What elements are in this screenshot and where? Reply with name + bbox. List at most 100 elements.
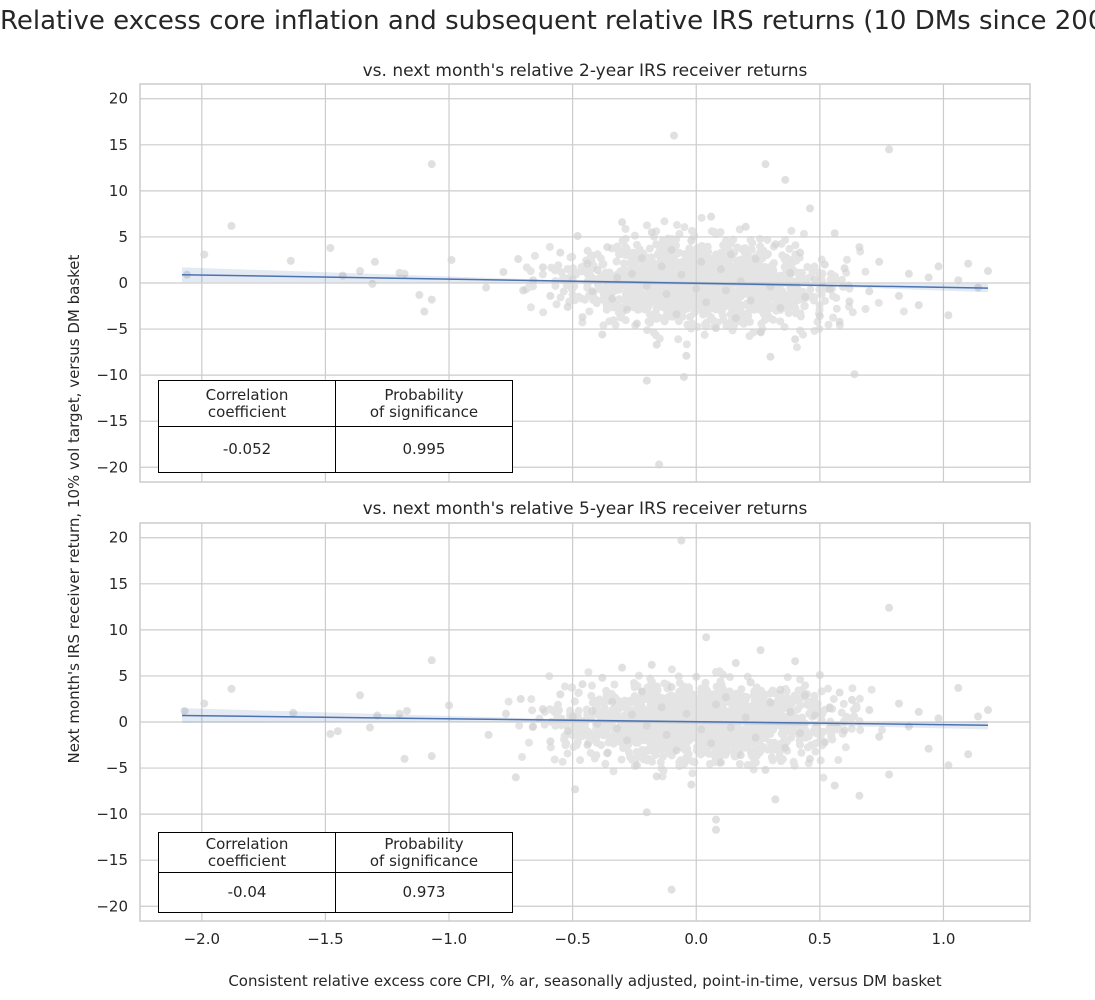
- scatter-point: [829, 695, 838, 704]
- scatter-point: [643, 326, 652, 335]
- scatter-point: [642, 808, 651, 817]
- scatter-point: [668, 270, 677, 279]
- scatter-point: [644, 317, 653, 326]
- y-tick-label: 10: [109, 621, 128, 639]
- stats-header-correlation: Correlation coefficient: [158, 380, 336, 427]
- scatter-point: [740, 262, 749, 271]
- scatter-point: [795, 295, 804, 304]
- scatter-point: [200, 699, 209, 708]
- scatter-point: [815, 324, 824, 333]
- scatter-point: [746, 265, 755, 274]
- scatter-point: [832, 293, 841, 302]
- scatter-point: [657, 703, 666, 712]
- scatter-point: [983, 706, 992, 715]
- scatter-point: [667, 296, 676, 305]
- scatter-point: [524, 738, 533, 747]
- y-tick-label: 15: [109, 575, 128, 593]
- scatter-point: [643, 683, 652, 692]
- scatter-point: [686, 716, 695, 725]
- scatter-point: [632, 725, 641, 734]
- scatter-point: [823, 684, 832, 693]
- scatter-point: [692, 284, 701, 293]
- scatter-point: [608, 294, 617, 303]
- scatter-point: [620, 259, 629, 268]
- scatter-point: [673, 698, 682, 707]
- scatter-point: [672, 235, 681, 244]
- scatter-point: [944, 311, 953, 320]
- scatter-point: [834, 756, 843, 765]
- scatter-point: [735, 305, 744, 314]
- scatter-point: [538, 270, 547, 279]
- scatter-point: [797, 748, 806, 757]
- scatter-cloud: [504, 665, 886, 782]
- regression-confidence-band: [182, 708, 988, 730]
- scatter-point: [736, 292, 745, 301]
- scatter-point: [568, 683, 577, 692]
- scatter-point: [744, 272, 753, 281]
- scatter-point: [630, 231, 639, 240]
- scatter-point: [788, 277, 797, 286]
- regression-confidence-band: [182, 267, 988, 293]
- scatter-point: [712, 700, 721, 709]
- scatter-point: [811, 747, 820, 756]
- scatter-point: [885, 603, 894, 612]
- scatter-point: [837, 275, 846, 284]
- panel-1: 20 15 10 5 0 −5 −10 −15 −20 vs. next month's rela…: [96, 61, 1031, 483]
- scatter-point: [817, 284, 826, 293]
- scatter-point: [914, 707, 923, 716]
- scatter-point: [621, 224, 630, 233]
- scatter-point: [180, 706, 189, 715]
- scatter-point: [983, 267, 992, 276]
- scatter-point: [875, 257, 884, 266]
- scatter-point: [824, 320, 833, 329]
- scatter-point: [751, 288, 760, 297]
- scatter-point: [227, 221, 236, 230]
- scatter-point: [796, 326, 805, 335]
- scatter-point: [820, 260, 829, 269]
- stats-value-probability: 0.973: [335, 872, 513, 913]
- scatter-point: [635, 245, 644, 254]
- scatter-point: [769, 266, 778, 275]
- scatter-point: [642, 281, 651, 290]
- x-tick-label: 0.5: [808, 930, 832, 948]
- scatter-point: [623, 305, 632, 314]
- scatter-point: [785, 244, 794, 253]
- scatter-point: [855, 243, 864, 252]
- panel-2: 20 15 10 5 0 −5 −10 −15 −20 −2.0 −1.5 −1.0 −0.5 0.0 0.…: [96, 499, 1031, 948]
- scatter-point: [623, 736, 632, 745]
- scatter-point: [719, 743, 728, 752]
- scatter-point: [877, 726, 886, 735]
- scatter-point: [810, 275, 819, 284]
- scatter-point: [674, 672, 683, 681]
- scatter-point: [667, 245, 676, 254]
- x-tick-label: −1.0: [431, 930, 467, 948]
- scatter-point: [400, 269, 409, 278]
- scatter-point: [716, 752, 725, 761]
- scatter-point: [782, 253, 791, 262]
- scatter-point: [588, 706, 597, 715]
- scatter-point: [630, 683, 639, 692]
- stats-header-probability: Probability of significance: [335, 380, 513, 427]
- scatter-point: [227, 684, 236, 693]
- scatter-point: [777, 239, 786, 248]
- scatter-point: [511, 773, 520, 782]
- scatter-point: [791, 309, 800, 318]
- x-axis-label: Consistent relative excess core CPI, % a…: [228, 972, 942, 990]
- scatter-point: [590, 754, 599, 763]
- scatter-point: [200, 250, 209, 259]
- scatter-point: [415, 290, 424, 299]
- y-tick-label: 10: [109, 182, 128, 200]
- scatter-point: [667, 682, 676, 691]
- scatter-point: [613, 724, 622, 733]
- scatter-point: [825, 285, 834, 294]
- stats-table-5y: Correlation coefficient Probability of sig…: [158, 832, 513, 913]
- scatter-point: [403, 706, 411, 715]
- scatter-point: [447, 255, 456, 264]
- scatter-point: [518, 753, 527, 762]
- scatter-point: [756, 235, 765, 244]
- scatter-point: [682, 351, 691, 360]
- scatter-point: [790, 761, 799, 770]
- scatter-point: [740, 254, 749, 263]
- scatter-point: [655, 298, 664, 307]
- scatter-point: [885, 145, 894, 154]
